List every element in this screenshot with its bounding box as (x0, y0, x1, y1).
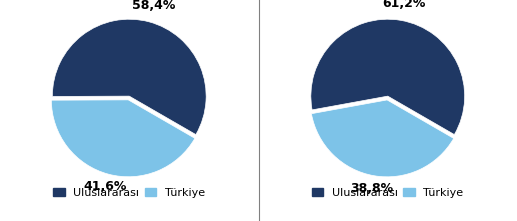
Text: 61,2%: 61,2% (382, 0, 425, 10)
Wedge shape (52, 19, 206, 135)
Legend: Uluslararası, Türkiye: Uluslararası, Türkiye (49, 183, 209, 202)
Text: 58,4%: 58,4% (132, 0, 175, 12)
Text: 38,8%: 38,8% (350, 182, 393, 195)
Wedge shape (311, 19, 465, 135)
Wedge shape (311, 100, 454, 177)
Text: 41,6%: 41,6% (83, 180, 127, 193)
Wedge shape (51, 100, 195, 177)
Legend: Uluslararası, Türkiye: Uluslararası, Türkiye (308, 183, 468, 202)
